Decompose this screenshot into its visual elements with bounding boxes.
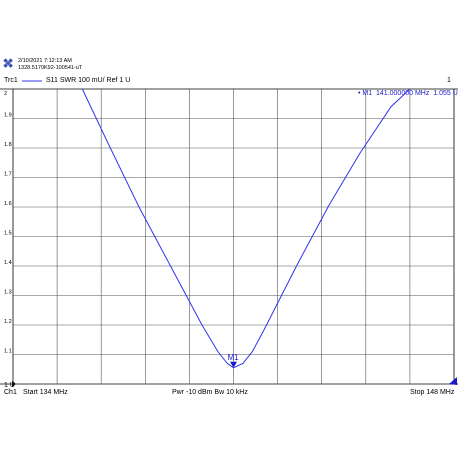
start-frequency[interactable]: Start 134 MHz	[23, 389, 68, 396]
ytick-label: 1 U	[4, 382, 15, 389]
ytick-label: 1.2	[4, 319, 12, 325]
rohde-schwarz-logo-icon	[3, 58, 13, 68]
marker-readout: • M1 141.000000 MHz 1.055 U	[358, 90, 458, 97]
channel-index: 1	[447, 77, 451, 84]
timestamp: 2/10/2021 7:12:13 AM	[18, 58, 72, 64]
channel-label[interactable]: Ch1	[4, 389, 17, 396]
ytick-label: 1.7	[4, 172, 12, 178]
trace-line	[81, 88, 411, 369]
marker-m1-triangle	[230, 361, 237, 368]
trace-parameters[interactable]: S11 SWR 100 mU/ Ref 1 U	[46, 77, 131, 84]
marker-frequency: 141.000000 MHz	[376, 90, 430, 97]
ytick-label: 1.3	[4, 290, 12, 296]
stop-frequency[interactable]: Stop 148 MHz	[410, 389, 455, 396]
ytick-label: 1.1	[4, 349, 12, 355]
marker-m1-label: M1	[228, 353, 240, 362]
ref-level-arrow	[12, 381, 16, 387]
marker-readout-label: • M1	[358, 90, 373, 97]
ytick-label: 1.8	[4, 142, 12, 148]
ytick-label: 1.6	[4, 201, 12, 207]
ytick-label: 1.9	[4, 113, 12, 119]
trace-name[interactable]: Trc1	[4, 77, 18, 84]
serial-number: 1328.5170K92-100541-uT	[18, 65, 83, 71]
ytick-label: 2	[4, 91, 7, 97]
marker-value: 1.055 U	[433, 90, 458, 97]
ytick-label: 1.5	[4, 231, 12, 237]
stop-arrow-icon	[449, 377, 457, 385]
ytick-label: 1.4	[4, 260, 12, 266]
power-bandwidth[interactable]: Pwr -10 dBm Bw 10 kHz	[172, 389, 248, 396]
